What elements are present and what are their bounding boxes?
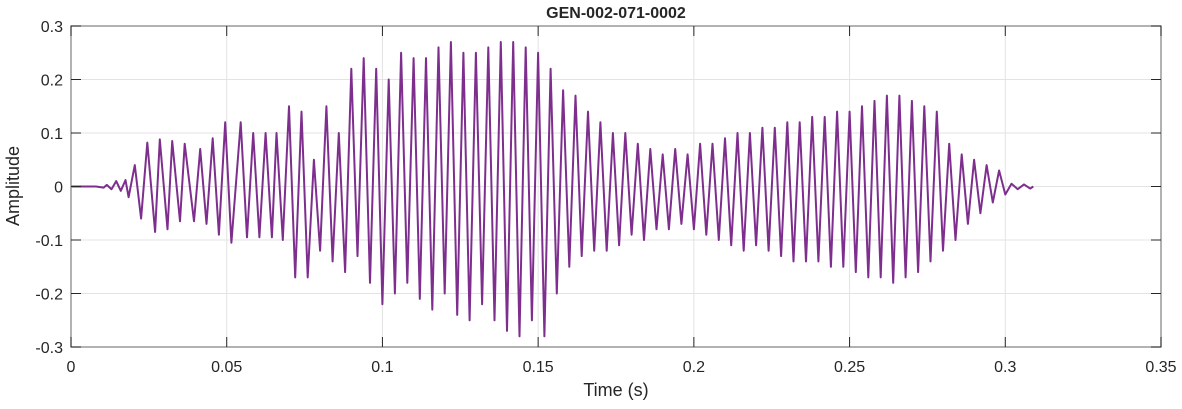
x-tick-label: 0.1 (371, 359, 393, 376)
y-tick-label: -0.3 (35, 340, 63, 357)
y-tick-label: 0.3 (41, 19, 63, 36)
x-tick-label: 0.15 (523, 359, 554, 376)
y-tick-label: -0.1 (35, 233, 63, 250)
chart-title: GEN-002-071-0002 (546, 5, 686, 22)
y-tick-label: 0 (54, 180, 63, 197)
x-tick-label: 0.35 (1145, 359, 1176, 376)
y-tick-label: -0.2 (35, 287, 63, 304)
x-tick-label: 0.05 (211, 359, 242, 376)
x-tick-label: 0.2 (683, 359, 705, 376)
ticks: 0 0.05 0.1 0.15 0.2 0.25 0.3 0.35 0.3 0.2 0.1 0 -0.1… (35, 19, 1176, 376)
waveform-line (71, 41, 1034, 338)
x-tick-label: 0 (67, 359, 76, 376)
x-tick-label: 0.25 (834, 359, 865, 376)
y-tick-label: 0.2 (41, 73, 63, 90)
y-axis-label: Amplitude (3, 146, 23, 226)
y-tick-label: 0.1 (41, 126, 63, 143)
x-tick-label: 0.3 (994, 359, 1016, 376)
x-axis-label: Time (s) (583, 380, 648, 400)
